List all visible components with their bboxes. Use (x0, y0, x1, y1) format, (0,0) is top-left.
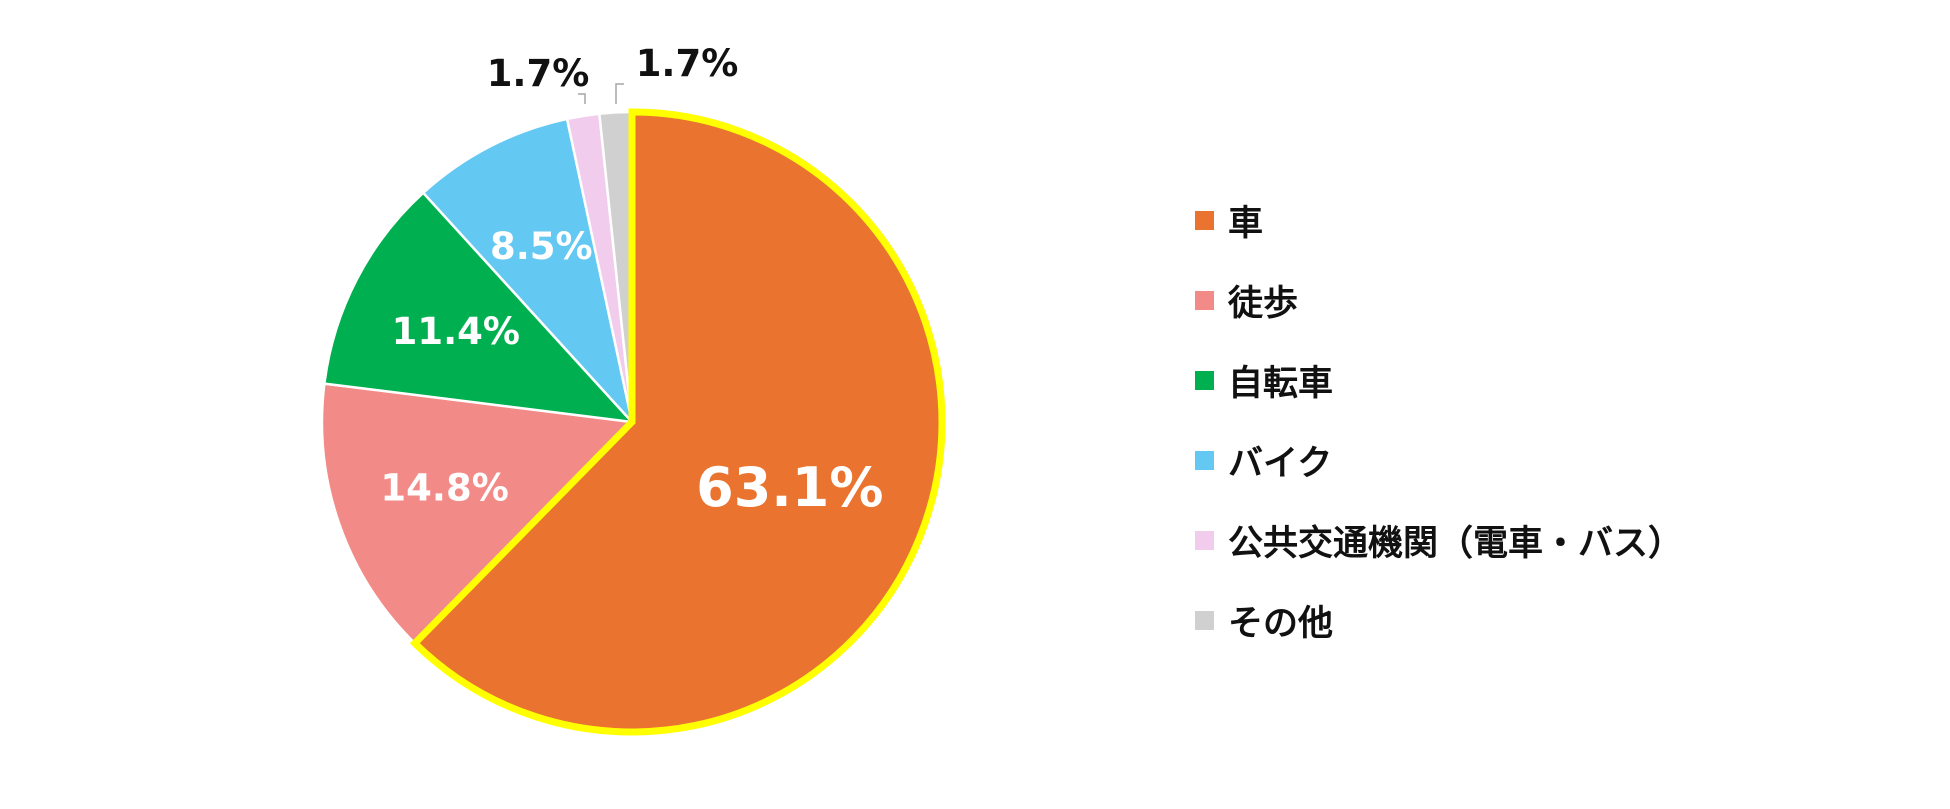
pie-slices (320, 108, 946, 736)
legend-item-3: 自転車 (1195, 360, 1683, 404)
pie-slice-3 (323, 191, 634, 424)
pie-slice-2 (320, 382, 634, 645)
data-label-3: 11.4% (392, 310, 520, 353)
legend-item-4: バイク (1195, 440, 1683, 484)
leader-line-6 (615, 83, 624, 104)
legend-swatch-1 (1195, 210, 1214, 230)
legend-item-5: 公共交通機関（電車・バス） (1195, 520, 1683, 564)
legend-swatch-6 (1195, 610, 1214, 630)
data-label-6: 1.7% (636, 42, 739, 85)
legend-label-1: 車 (1228, 203, 1264, 244)
legend-label-3: 自転車 (1228, 363, 1334, 404)
legend-swatch-3 (1195, 370, 1214, 390)
data-labels: 63.1% 14.8% 11.4% 8.5% 1.7% 1.7% (380, 42, 883, 519)
legend-item-6: その他 (1195, 600, 1683, 644)
data-label-2: 14.8% (380, 467, 508, 510)
leader-line-5 (578, 93, 586, 104)
legend-swatch-4 (1195, 450, 1214, 470)
leader-lines (578, 83, 624, 104)
legend-item-2: 徒歩 (1195, 280, 1683, 324)
pie-slice-4 (421, 117, 634, 424)
legend: 車徒歩自転車バイク公共交通機関（電車・バス） その他 (1195, 200, 1683, 680)
data-label-4: 8.5% (490, 225, 593, 268)
legend-item-1: 車 (1195, 200, 1683, 244)
legend-label-4: バイク (1228, 443, 1333, 484)
legend-swatch-5 (1195, 530, 1214, 550)
data-label-5: 1.7% (487, 52, 590, 95)
legend-label-2: 徒歩 (1228, 283, 1299, 324)
legend-swatch-2 (1195, 290, 1214, 310)
legend-label-6: その他 (1228, 603, 1334, 644)
legend-label-5: 公共交通機関（電車・バス） (1228, 523, 1684, 564)
data-label-1: 63.1% (696, 456, 883, 519)
pie-slice-highlight-outline (409, 108, 946, 736)
